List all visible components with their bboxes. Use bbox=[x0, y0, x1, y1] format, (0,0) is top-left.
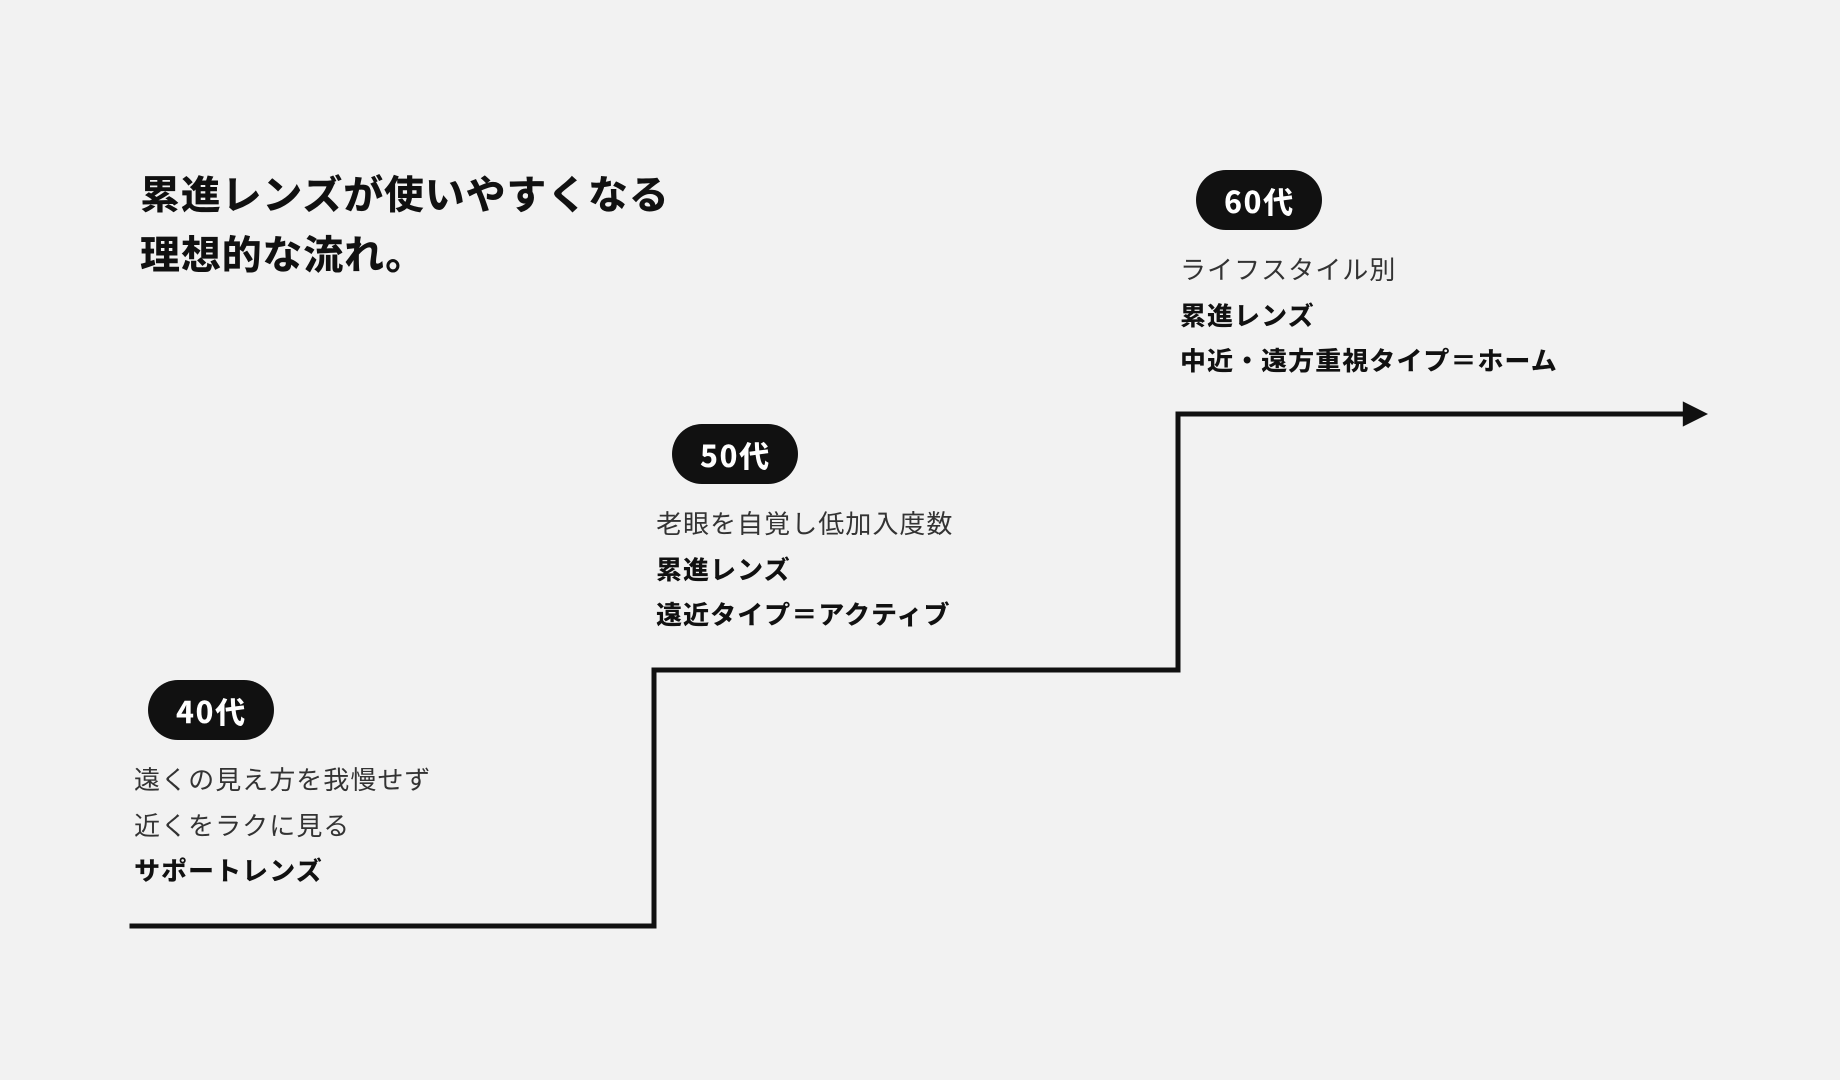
step-3-line-3: 中近・遠方重視タイプ＝ホーム bbox=[1180, 337, 1558, 383]
age-badge-3: 60代 bbox=[1196, 170, 1322, 230]
step-1-line-2: 近くをラクに見る bbox=[134, 802, 431, 848]
diagram-canvas: 累進レンズが使いやすくなる理想的な流れ。 40代遠くの見え方を我慢せず近くをラク… bbox=[0, 0, 1840, 1080]
step-2-line-1: 老眼を自覚し低加入度数 bbox=[656, 500, 953, 546]
step-1-line-1: 遠くの見え方を我慢せず bbox=[134, 756, 431, 802]
step-3-line-2: 累進レンズ bbox=[1180, 292, 1558, 338]
step-text-1: 遠くの見え方を我慢せず近くをラクに見るサポートレンズ bbox=[134, 756, 431, 893]
age-badge-1: 40代 bbox=[148, 680, 274, 740]
step-text-3: ライフスタイル別累進レンズ中近・遠方重視タイプ＝ホーム bbox=[1180, 246, 1558, 383]
step-3-line-1: ライフスタイル別 bbox=[1180, 246, 1558, 292]
age-badge-2: 50代 bbox=[672, 424, 798, 484]
step-1-line-3: サポートレンズ bbox=[134, 847, 431, 893]
step-2-line-3: 遠近タイプ＝アクティブ bbox=[656, 591, 953, 637]
step-2-line-2: 累進レンズ bbox=[656, 546, 953, 592]
step-text-2: 老眼を自覚し低加入度数累進レンズ遠近タイプ＝アクティブ bbox=[656, 500, 953, 637]
